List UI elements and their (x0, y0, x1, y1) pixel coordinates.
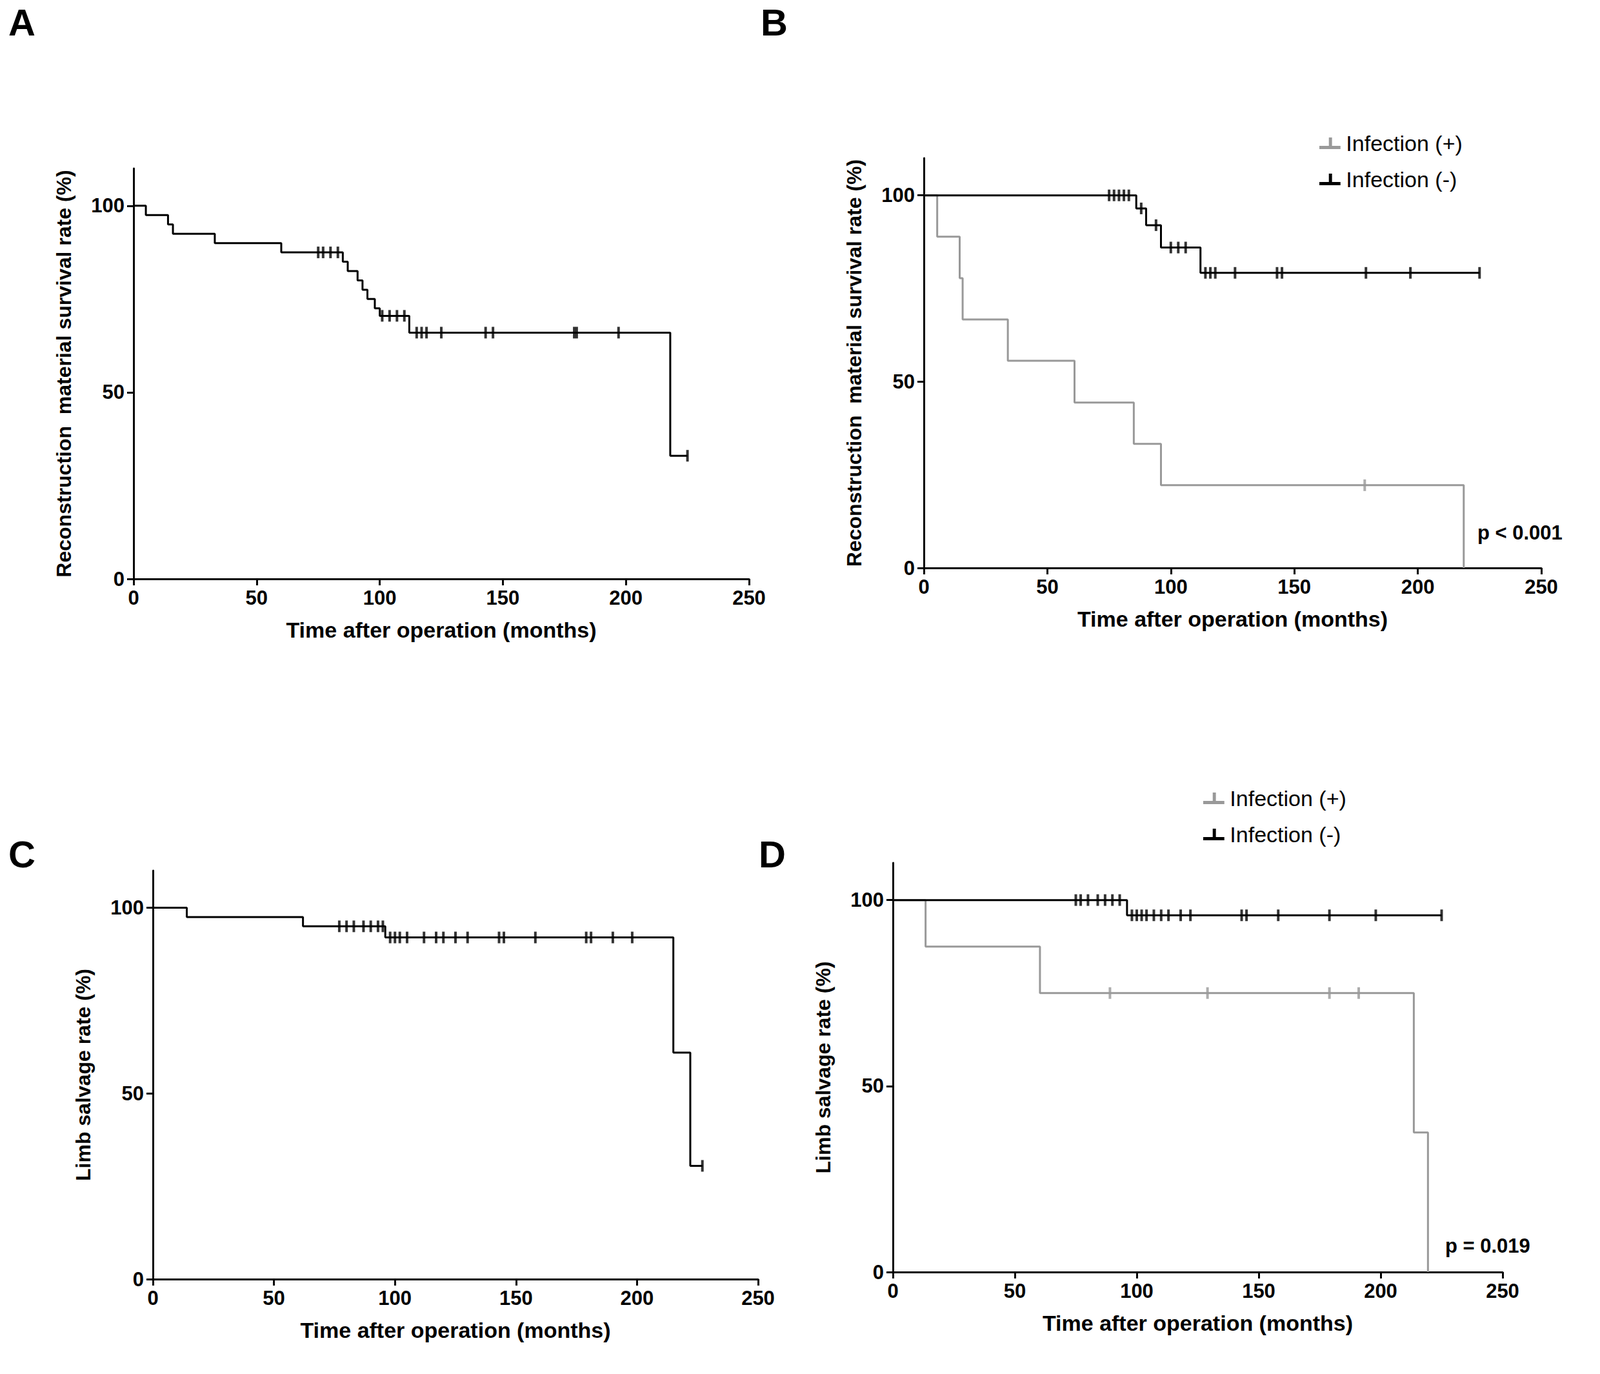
svg-text:50: 50 (245, 586, 268, 610)
svg-text:200: 200 (1401, 575, 1435, 599)
svg-text:50: 50 (861, 1074, 884, 1097)
svg-text:0: 0 (147, 1286, 159, 1310)
svg-text:Time after operation (months): Time after operation (months) (285, 617, 597, 642)
svg-text:100: 100 (110, 896, 144, 919)
svg-text:150: 150 (499, 1286, 533, 1310)
svg-text:100: 100 (1120, 1279, 1154, 1302)
svg-text:50: 50 (102, 380, 125, 404)
svg-text:50: 50 (1036, 575, 1059, 599)
svg-text:p = 0.019: p = 0.019 (1445, 1234, 1531, 1257)
svg-text:0: 0 (127, 586, 139, 610)
svg-text:Limb salvage rate (%): Limb salvage rate (%) (71, 968, 95, 1181)
svg-text:0: 0 (918, 575, 930, 599)
svg-text:p < 0.001: p < 0.001 (1477, 521, 1563, 544)
svg-text:250: 250 (1485, 1279, 1520, 1302)
svg-text:100: 100 (881, 183, 915, 207)
svg-text:Infection (+): Infection (+) (1345, 130, 1462, 156)
svg-text:100: 100 (850, 888, 884, 911)
svg-text:Limb salvage rate (%): Limb salvage rate (%) (811, 961, 835, 1174)
svg-text:D: D (758, 832, 786, 875)
svg-text:C: C (8, 832, 36, 875)
svg-text:Time after operation (months): Time after operation (months) (300, 1317, 611, 1342)
svg-text:Time after operation (months): Time after operation (months) (1077, 606, 1388, 631)
svg-text:50: 50 (262, 1286, 285, 1310)
svg-text:Time after operation (months): Time after operation (months) (1042, 1310, 1353, 1335)
svg-text:250: 250 (1524, 575, 1559, 599)
svg-text:Infection (+): Infection (+) (1229, 785, 1346, 811)
svg-text:A: A (8, 1, 36, 44)
svg-text:50: 50 (121, 1081, 144, 1105)
svg-text:B: B (760, 1, 788, 44)
svg-text:250: 250 (732, 586, 766, 610)
svg-text:Reconstruction material survi: Reconstruction material survival rate (%… (842, 159, 866, 567)
svg-text:Reconstruction material survi: Reconstruction material survival rate (%… (52, 169, 76, 577)
svg-text:50: 50 (1003, 1279, 1026, 1302)
svg-text:100: 100 (363, 586, 397, 610)
svg-text:150: 150 (486, 586, 520, 610)
svg-text:100: 100 (1154, 575, 1188, 599)
svg-text:0: 0 (113, 567, 125, 591)
svg-text:200: 200 (620, 1286, 655, 1310)
svg-text:0: 0 (132, 1267, 144, 1291)
svg-text:200: 200 (609, 586, 643, 610)
svg-text:150: 150 (1241, 1279, 1276, 1302)
svg-text:Infection (-): Infection (-) (1345, 167, 1457, 192)
svg-text:Infection (-): Infection (-) (1229, 821, 1341, 847)
svg-text:100: 100 (90, 194, 125, 217)
svg-text:50: 50 (892, 370, 915, 393)
svg-text:250: 250 (741, 1286, 775, 1310)
svg-text:0: 0 (887, 1279, 899, 1302)
svg-text:150: 150 (1277, 575, 1311, 599)
svg-text:0: 0 (872, 1260, 884, 1284)
svg-text:0: 0 (903, 556, 915, 580)
svg-text:100: 100 (378, 1286, 412, 1310)
svg-text:200: 200 (1363, 1279, 1398, 1302)
